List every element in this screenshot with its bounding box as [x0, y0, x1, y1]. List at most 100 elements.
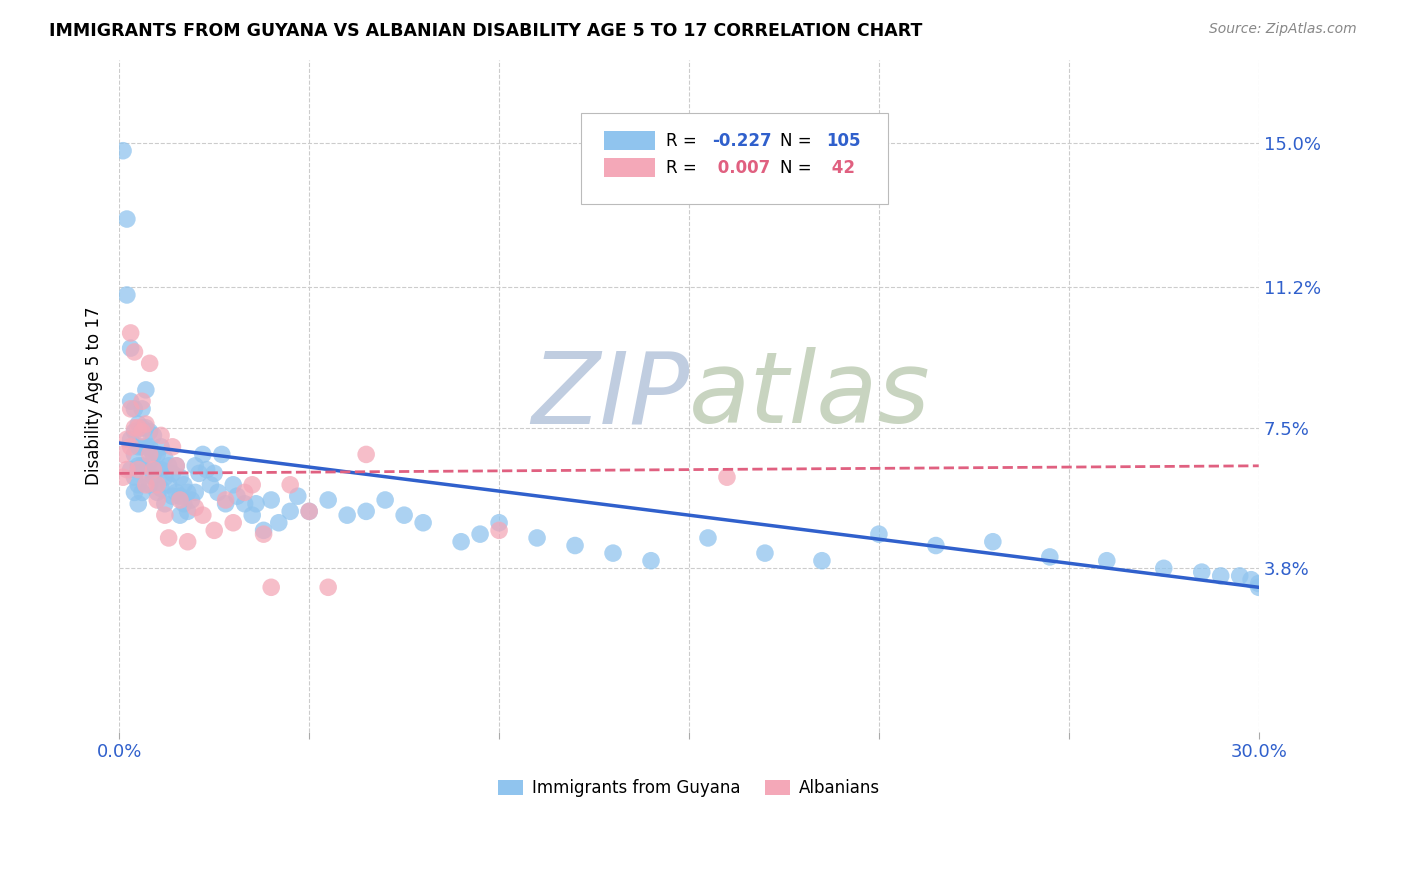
Point	[716, 470, 738, 484]
Point	[1153, 561, 1175, 575]
Point	[298, 504, 321, 518]
Point	[112, 447, 135, 461]
Point	[260, 493, 283, 508]
Point	[207, 485, 229, 500]
Point	[153, 508, 176, 523]
Point	[146, 477, 169, 491]
Point	[138, 447, 160, 461]
Point	[173, 497, 195, 511]
Point	[146, 462, 169, 476]
Point	[131, 458, 153, 473]
Point	[184, 485, 207, 500]
Point	[811, 554, 834, 568]
Point	[176, 534, 198, 549]
Text: R =: R =	[666, 159, 702, 177]
Point	[127, 497, 149, 511]
Point	[298, 504, 321, 518]
Point	[226, 489, 249, 503]
Point	[131, 440, 153, 454]
Point	[157, 477, 180, 491]
Point	[1229, 569, 1251, 583]
Point	[135, 477, 157, 491]
Point	[131, 401, 153, 416]
Point	[252, 524, 274, 538]
Point	[191, 447, 214, 461]
Text: IMMIGRANTS FROM GUYANA VS ALBANIAN DISABILITY AGE 5 TO 17 CORRELATION CHART: IMMIGRANTS FROM GUYANA VS ALBANIAN DISAB…	[49, 22, 922, 40]
Point	[135, 440, 157, 454]
Point	[124, 470, 146, 484]
Point	[354, 504, 377, 518]
Point	[142, 462, 165, 476]
Text: 0.007: 0.007	[711, 159, 770, 177]
Point	[162, 489, 184, 503]
Point	[120, 440, 142, 454]
Point	[115, 212, 138, 227]
Point	[252, 527, 274, 541]
Point	[131, 485, 153, 500]
Point	[488, 516, 510, 530]
Point	[150, 462, 173, 476]
Point	[240, 508, 263, 523]
Point	[135, 421, 157, 435]
Point	[150, 440, 173, 454]
Text: N =: N =	[780, 132, 817, 150]
Point	[1209, 569, 1232, 583]
Point	[124, 421, 146, 435]
Point	[1240, 573, 1263, 587]
Point	[374, 493, 396, 508]
Point	[146, 485, 169, 500]
Point	[135, 383, 157, 397]
Point	[127, 417, 149, 431]
Point	[287, 489, 309, 503]
Point	[278, 477, 301, 491]
Text: N =: N =	[780, 159, 817, 177]
Point	[316, 493, 339, 508]
Point	[124, 425, 146, 439]
Point	[233, 497, 256, 511]
Text: R =: R =	[666, 132, 702, 150]
Point	[222, 477, 245, 491]
Point	[162, 440, 184, 454]
Point	[127, 477, 149, 491]
Point	[135, 462, 157, 476]
Point	[157, 531, 180, 545]
Point	[153, 497, 176, 511]
Point	[169, 508, 191, 523]
Point	[146, 493, 169, 508]
Point	[354, 447, 377, 461]
Point	[1191, 565, 1213, 579]
Point	[142, 428, 165, 442]
Point	[176, 485, 198, 500]
Point	[153, 470, 176, 484]
Point	[188, 467, 211, 481]
Point	[214, 493, 236, 508]
Point	[184, 458, 207, 473]
Point	[165, 458, 187, 473]
Point	[450, 534, 472, 549]
Point	[564, 539, 586, 553]
Point	[112, 144, 135, 158]
Point	[211, 447, 233, 461]
FancyBboxPatch shape	[603, 159, 655, 178]
Point	[260, 580, 283, 594]
Point	[1039, 549, 1062, 564]
Point	[526, 531, 548, 545]
Point	[120, 462, 142, 476]
Point	[195, 462, 218, 476]
Point	[169, 489, 191, 503]
Point	[124, 485, 146, 500]
Point	[191, 508, 214, 523]
Point	[180, 493, 202, 508]
Point	[1247, 580, 1270, 594]
Point	[336, 508, 359, 523]
Point	[115, 288, 138, 302]
Point	[138, 455, 160, 469]
Point	[316, 580, 339, 594]
Legend: Immigrants from Guyana, Albanians: Immigrants from Guyana, Albanians	[492, 772, 886, 804]
Point	[153, 451, 176, 466]
Point	[214, 497, 236, 511]
Point	[981, 534, 1004, 549]
FancyBboxPatch shape	[581, 113, 889, 204]
Point	[138, 440, 160, 454]
Point	[169, 470, 191, 484]
